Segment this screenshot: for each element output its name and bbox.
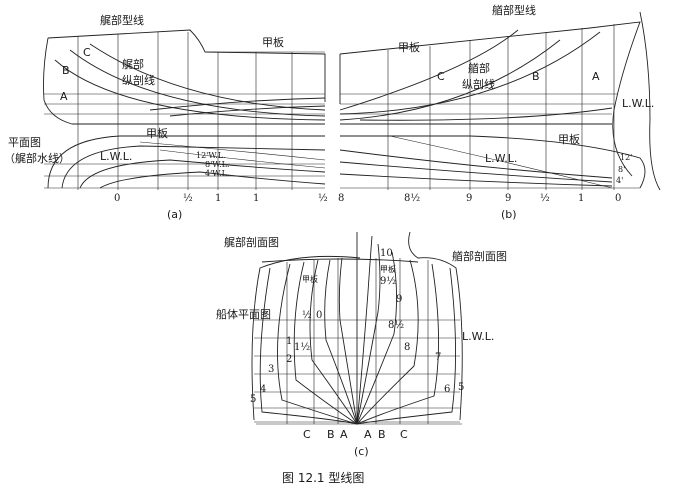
panel-c-station-label: 4: [260, 384, 266, 395]
panel-b-tick: 1: [578, 193, 584, 204]
panel-a-plan-title-1: 平面图: [8, 136, 41, 149]
panel-c-bottom-label: A: [340, 428, 348, 441]
panel-c-station-label: 5: [458, 382, 464, 393]
panel-a-tick: 0: [114, 193, 120, 204]
panel-a-tick: ½: [183, 193, 193, 204]
panel-b-deck-plan-label: 甲板: [558, 132, 580, 146]
panel-a-stern-profile-outline: [43, 29, 326, 125]
panel-c-station-label: 1: [286, 336, 292, 347]
panel-c-station-label: 8½: [388, 320, 404, 331]
panel-c-caption: (c): [354, 445, 369, 458]
panel-a-wl4-label: 4'W.L.: [205, 169, 230, 178]
panel-a-deck-label: 甲板: [262, 35, 284, 49]
panel-a-stern-profile-label: 艉部型线: [100, 13, 144, 27]
panel-a-deck-plan-label: 甲板: [146, 126, 168, 140]
panel-a-lwl-label: L.W.L.: [100, 150, 132, 163]
panel-c-station-label: 3: [268, 364, 274, 375]
panel-c-lwl-label: L.W.L.: [462, 330, 494, 343]
panel-a-tick: 1: [215, 193, 221, 204]
panel-a-label-a: A: [60, 90, 68, 103]
panel-c-stern-sections: [259, 257, 358, 425]
panel-c-station-label: 9½: [380, 276, 396, 287]
panel-a-tick: ½: [318, 193, 328, 204]
panel-c-bottom-label: C: [400, 428, 408, 441]
panel-b-tick: 8½: [404, 193, 420, 204]
panel-c-station-label: 7: [435, 352, 441, 363]
panel-b-bow-profile-label: 艏部型线: [492, 3, 536, 17]
panel-b-waterlines: [340, 93, 618, 115]
panel-b-wl12-label: 12': [620, 153, 632, 162]
panel-b-wl4-label: 4': [616, 176, 623, 185]
panel-a-waterlines: [44, 93, 325, 115]
panel-c-bottom-label: C: [303, 428, 311, 441]
panel-b-tick: 9: [505, 193, 511, 204]
panel-b-buttock-lines: [339, 29, 613, 121]
panel-c-buttock-verticals: [286, 258, 429, 424]
panel-a-buttock-lines: [54, 43, 326, 121]
panel-b-label-c: C: [437, 70, 445, 83]
panel-c-deck-left-label: 甲板: [302, 274, 318, 284]
panel-b-label-b: B: [532, 70, 540, 83]
panel-c-station-label: 6: [444, 384, 450, 395]
panel-c-stern-sections-label: 艉部剖面图: [224, 235, 279, 249]
panel-c-bottom-label: A: [364, 428, 372, 441]
panel-a-caption: (a): [167, 208, 182, 221]
panel-c-waterlines: [254, 319, 460, 423]
panel-b-bow-profile-stem: [639, 11, 661, 191]
panel-b-caption: (b): [501, 208, 517, 221]
panel-c-bow-sections-label: 艏部剖面图: [452, 249, 507, 263]
panel-c-station-label: 5: [250, 394, 256, 405]
panel-a-buttock-title-2: 纵剖线: [122, 73, 155, 87]
panel-b-bow-profile-outline: [339, 21, 641, 177]
panel-c-station-label: 0: [316, 310, 322, 321]
panel-a-label-b: B: [62, 64, 70, 77]
panel-c-station-label: ½: [302, 310, 312, 321]
panel-b-tick: 0: [615, 193, 621, 204]
panel-b-deck-label: 甲板: [398, 40, 420, 54]
panel-b: 艏部型线 甲板 艏部 纵剖线 C B A L.W.L. 甲板 L.W.L. 12…: [338, 3, 661, 221]
panel-a-tick: 1: [253, 193, 259, 204]
panel-a-wl12-label: 12'W.L.: [196, 151, 226, 160]
panel-a-buttock-title-1: 艉部: [122, 57, 144, 71]
panel-c-station-label: 2: [286, 354, 292, 365]
figure-caption: 图 12.1 型线图: [282, 471, 364, 485]
panel-a-station-lines: [77, 32, 293, 190]
panel-c-deck-outline: [261, 258, 419, 263]
panel-a-plan-view: [44, 135, 326, 189]
panel-c-station-label: 9: [396, 294, 402, 305]
panel-b-label-a: A: [592, 70, 600, 83]
panel-a-label-c: C: [83, 46, 91, 59]
panel-c-bottom-label: B: [378, 428, 386, 441]
panel-c-body-outline: [251, 231, 463, 421]
panel-b-lwl-plan-label: L.W.L.: [485, 152, 517, 165]
panel-b-lwl-label: L.W.L.: [622, 97, 654, 110]
panel-b-plan-view: [339, 135, 646, 189]
panel-c-station-label: 1½: [294, 342, 310, 353]
panel-c-bow-sections: [356, 235, 457, 425]
panel-b-wl8-label: 8': [618, 165, 625, 174]
panel-a: 艉部型线 甲板 艉部 纵剖线 A B C 平面图 （艉部水线） 甲板 L.W.L…: [4, 13, 328, 221]
panel-c-bottom-label: B: [327, 428, 335, 441]
panel-a-plan-title-2: （艉部水线）: [4, 151, 70, 165]
panel-b-tick: 8: [338, 193, 344, 204]
panel-c-station-label: 10: [380, 248, 393, 259]
panel-c-deck-right-label: 甲板: [380, 264, 396, 274]
panel-b-tick: 9: [466, 193, 472, 204]
panel-b-tick: ½: [540, 193, 550, 204]
panel-c-station-label: 8: [404, 342, 410, 353]
panel-c: 艉部剖面图 艏部剖面图 船体平面图 甲板 甲板 L.W.L. ½ 0 1½ 1 …: [216, 231, 507, 458]
panel-c-hull-plan-label: 船体平面图: [216, 307, 271, 321]
panel-b-station-lines: [387, 24, 615, 190]
panel-b-buttock-title-2: 纵剖线: [462, 77, 495, 91]
panel-a-wl8-label: 8'W.L.: [205, 160, 230, 169]
panel-b-buttock-title-1: 艏部: [468, 61, 490, 75]
